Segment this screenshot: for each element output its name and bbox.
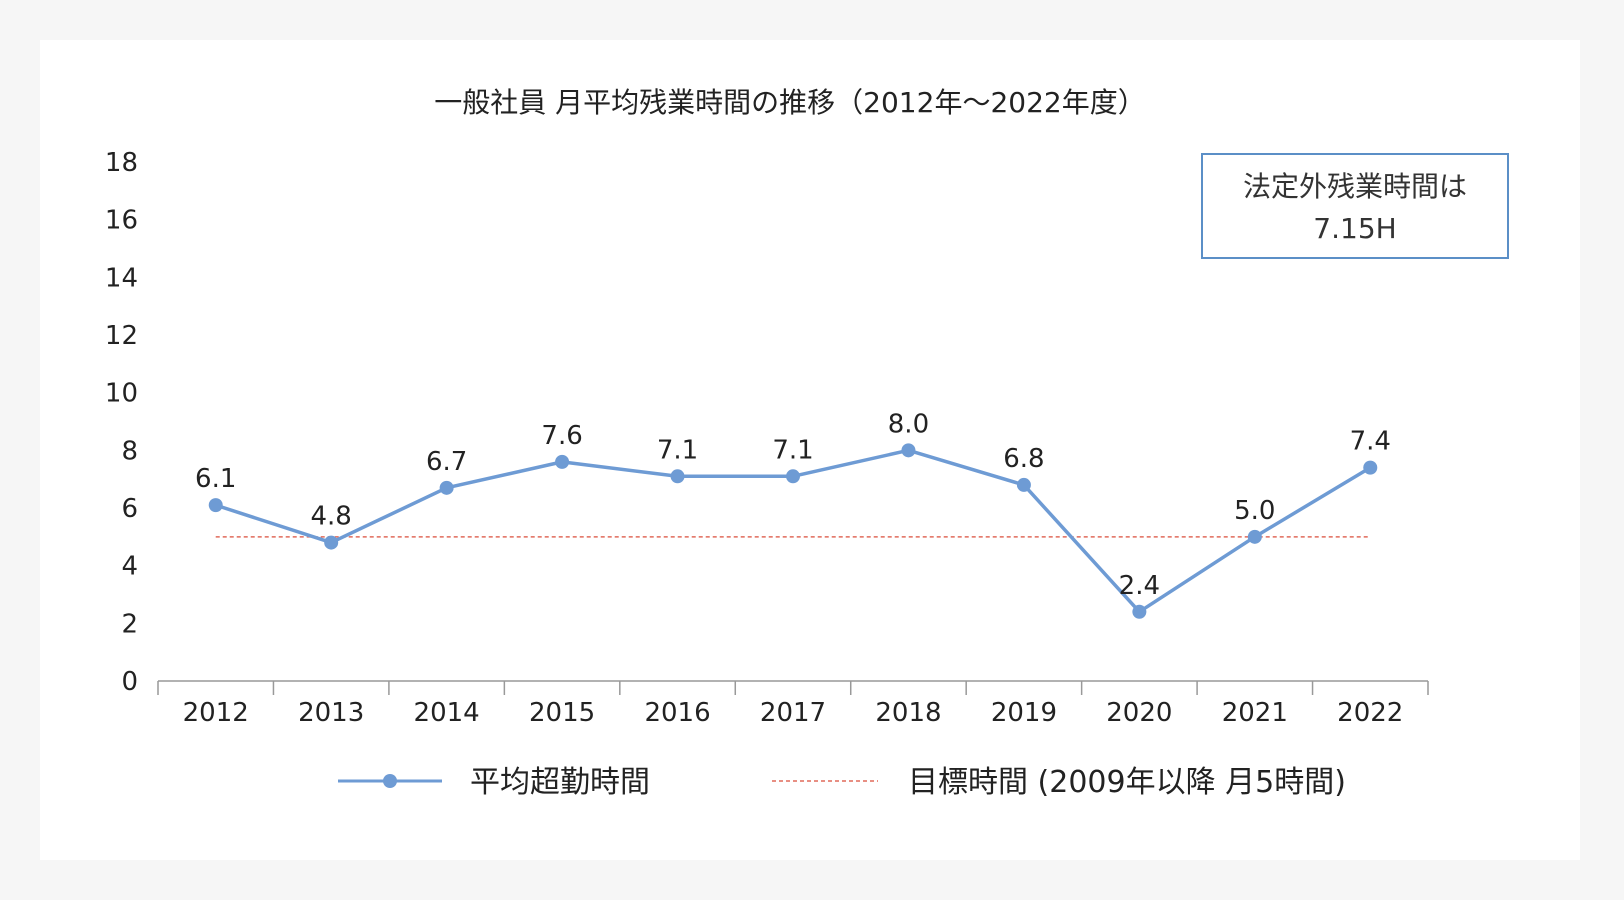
x-tick-label: 2015 [529,698,595,728]
legend-marker-average [383,774,397,788]
data-point [439,480,454,495]
data-label: 6.1 [195,464,236,494]
legend-label-target: 目標時間 (2009年以降 月5時間) [908,765,1346,800]
data-label: 7.1 [657,435,698,465]
x-tick-label: 2020 [1106,698,1172,728]
data-label: 7.1 [772,435,813,465]
data-label: 6.8 [1003,444,1044,474]
data-label: 6.7 [426,447,467,477]
x-tick-label: 2014 [414,698,480,728]
y-tick-label: 12 [105,321,138,351]
y-tick-label: 4 [121,552,138,582]
data-point [901,443,916,458]
y-tick-label: 2 [121,609,138,639]
data-label: 5.0 [1234,496,1275,526]
data-point [324,535,339,550]
data-label: 7.6 [541,421,582,451]
legend: 平均超勤時間 目標時間 (2009年以降 月5時間) [338,765,1346,800]
x-tick-label: 2018 [875,698,941,728]
x-axis: 2012 2013 2014 2015 2016 2017 2018 2019 2020 2021… [157,680,1429,728]
data-point [670,469,685,484]
data-point [1247,529,1262,544]
x-tick-label: 2013 [298,698,364,728]
y-axis: 0 2 4 6 8 10 12 14 16 18 [105,148,138,697]
x-tick-label: 2016 [644,698,710,728]
data-point [786,469,800,484]
y-tick-label: 0 [121,667,138,697]
data-label: 7.4 [1350,427,1391,457]
line-chart: 一般社員 月平均残業時間の推移（2012年〜2022年度） 0 2 4 6 8 10 12 1… [105,86,1509,800]
x-tick-label: 2021 [1222,698,1288,728]
y-tick-label: 16 [105,206,138,236]
annotation-border [1201,153,1509,259]
y-tick-label: 14 [105,263,138,293]
data-point [1016,477,1031,492]
y-tick-label: 18 [105,148,138,178]
y-tick-label: 6 [121,494,138,524]
annotation-line-1: 法定外残業時間は [1243,170,1467,203]
x-tick-label: 2017 [760,698,826,728]
data-point [1132,604,1147,619]
data-point [208,498,223,513]
data-label: 8.0 [888,409,929,439]
plot-area: 6.1 4.8 6.7 7.6 7.1 7.1 8.0 6.8 2.4 5.0 7.4 [195,409,1391,619]
legend-label-average: 平均超勤時間 [470,765,650,800]
y-tick-label: 10 [105,379,138,409]
chart-panel: 一般社員 月平均残業時間の推移（2012年〜2022年度） 0 2 4 6 8 10 12 1… [40,40,1580,860]
y-tick-label: 8 [121,436,138,466]
x-tick-label: 2019 [991,698,1057,728]
x-tick-label: 2022 [1337,698,1403,728]
chart-title: 一般社員 月平均残業時間の推移（2012年〜2022年度） [434,86,1145,119]
data-label: 2.4 [1119,571,1160,601]
annotation-line-2: 7.15H [1313,212,1396,245]
x-tick-label: 2012 [183,698,249,728]
annotation-box: 法定外残業時間は 7.15H [1201,153,1509,259]
data-point [1363,460,1378,475]
data-point [555,454,570,469]
data-label: 4.8 [311,502,352,532]
